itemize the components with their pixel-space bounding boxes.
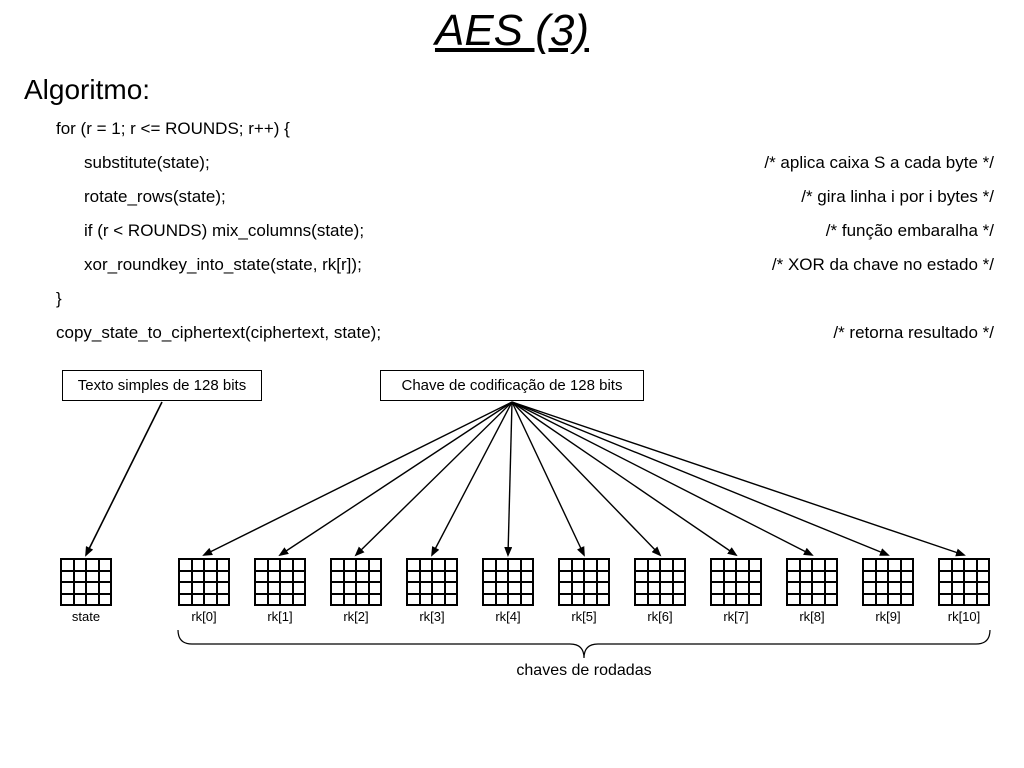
grid-caption: state [60,609,112,624]
grid-caption: rk[8] [786,609,838,624]
state-grid [60,558,112,606]
code-left: } [56,282,62,316]
state-grid [634,558,686,606]
grid-cell: state [60,558,112,624]
code-left: substitute(state); [56,146,210,180]
grid-caption: rk[10] [938,609,990,624]
code-left: rotate_rows(state); [56,180,226,214]
state-grid [786,558,838,606]
key-box: Chave de codificação de 128 bits [380,370,644,401]
grid-cell: rk[9] [862,558,914,624]
code-left: for (r = 1; r <= ROUNDS; r++) { [56,112,290,146]
grid-cell: rk[8] [786,558,838,624]
grid-cell: rk[3] [406,558,458,624]
state-grid [482,558,534,606]
grid-cell: rk[5] [558,558,610,624]
code-left: copy_state_to_ciphertext(ciphertext, sta… [56,316,381,350]
code-comment: /* função embaralha */ [826,214,994,248]
code-line: xor_roundkey_into_state(state, rk[r]); /*… [56,248,994,282]
code-line: if (r < ROUNDS) mix_columns(state); /* fu… [56,214,994,248]
state-grid [938,558,990,606]
grid-caption: rk[3] [406,609,458,624]
code-comment: /* aplica caixa S a cada byte */ [764,146,994,180]
code-line: } [56,282,994,316]
grid-cell: rk[4] [482,558,534,624]
grid-cell: rk[7] [710,558,762,624]
state-grid [862,558,914,606]
plaintext-box: Texto simples de 128 bits [62,370,262,401]
page-title: AES (3) [0,0,1024,56]
grid-cell: rk[0] [178,558,230,624]
grid-cell: rk[6] [634,558,686,624]
code-comment: /* gira linha i por i bytes */ [801,180,994,214]
grid-caption: rk[7] [710,609,762,624]
grid-caption: rk[4] [482,609,534,624]
state-grid [330,558,382,606]
state-grid [178,558,230,606]
grid-caption: rk[2] [330,609,382,624]
code-left: if (r < ROUNDS) mix_columns(state); [56,214,364,248]
code-line: rotate_rows(state); /* gira linha i por i… [56,180,994,214]
state-grid [406,558,458,606]
grid-cell: rk[1] [254,558,306,624]
state-grid [710,558,762,606]
grid-caption: rk[5] [558,609,610,624]
grid-cell: rk[10] [938,558,990,624]
grid-caption: rk[6] [634,609,686,624]
state-grid [558,558,610,606]
grid-caption: rk[0] [178,609,230,624]
code-line: for (r = 1; r <= ROUNDS; r++) { [56,112,994,146]
code-comment: /* retorna resultado */ [833,316,994,350]
diagram: Texto simples de 128 bits Chave de codif… [0,360,1024,680]
code-left: xor_roundkey_into_state(state, rk[r]); [56,248,362,282]
state-grid [254,558,306,606]
code-line: copy_state_to_ciphertext(ciphertext, sta… [56,316,994,350]
grid-cell: rk[2] [330,558,382,624]
grid-caption: rk[1] [254,609,306,624]
code-line: substitute(state); /* aplica caixa S a ca… [56,146,994,180]
grid-caption: rk[9] [862,609,914,624]
brace-label: chaves de rodadas [504,662,664,680]
subtitle: Algoritmo: [24,74,1024,106]
code-block: for (r = 1; r <= ROUNDS; r++) {substitut… [56,112,994,350]
code-comment: /* XOR da chave no estado */ [772,248,994,282]
